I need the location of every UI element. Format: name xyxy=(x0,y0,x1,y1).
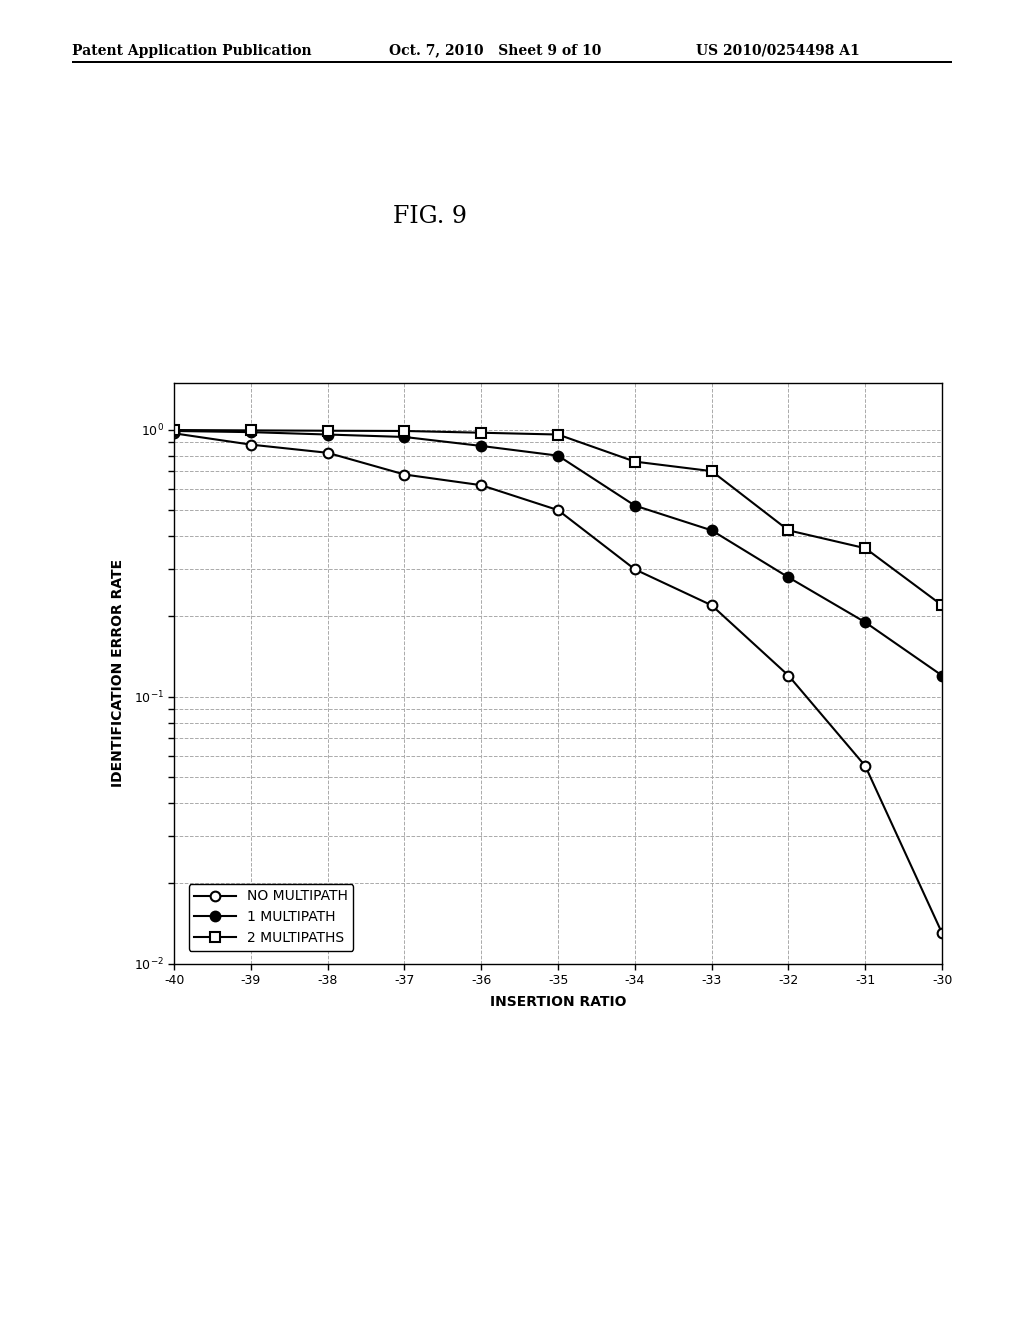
X-axis label: INSERTION RATIO: INSERTION RATIO xyxy=(489,995,627,1010)
2 MULTIPATHS xyxy=(782,523,795,539)
Text: Patent Application Publication: Patent Application Publication xyxy=(72,44,311,58)
1 MULTIPATH xyxy=(398,429,411,445)
1 MULTIPATH xyxy=(706,523,718,539)
2 MULTIPATHS xyxy=(552,426,564,442)
Line: NO MULTIPATH: NO MULTIPATH xyxy=(169,429,947,939)
1 MULTIPATH xyxy=(782,569,795,585)
1 MULTIPATH xyxy=(859,614,871,630)
NO MULTIPATH xyxy=(398,466,411,482)
1 MULTIPATH xyxy=(168,422,180,438)
Legend: NO MULTIPATH, 1 MULTIPATH, 2 MULTIPATHS: NO MULTIPATH, 1 MULTIPATH, 2 MULTIPATHS xyxy=(188,884,353,950)
2 MULTIPATHS xyxy=(245,422,257,438)
NO MULTIPATH xyxy=(706,598,718,614)
1 MULTIPATH xyxy=(475,438,487,454)
NO MULTIPATH xyxy=(859,758,871,774)
NO MULTIPATH xyxy=(629,561,641,577)
2 MULTIPATHS xyxy=(859,540,871,556)
NO MULTIPATH xyxy=(322,445,334,461)
NO MULTIPATH xyxy=(552,502,564,517)
2 MULTIPATHS xyxy=(168,422,180,438)
Y-axis label: IDENTIFICATION ERROR RATE: IDENTIFICATION ERROR RATE xyxy=(112,560,125,787)
NO MULTIPATH xyxy=(168,425,180,441)
Text: FIG. 9: FIG. 9 xyxy=(393,205,467,227)
1 MULTIPATH xyxy=(245,424,257,440)
Text: US 2010/0254498 A1: US 2010/0254498 A1 xyxy=(696,44,860,58)
NO MULTIPATH xyxy=(475,478,487,494)
2 MULTIPATHS xyxy=(706,463,718,479)
1 MULTIPATH xyxy=(936,668,948,684)
1 MULTIPATH xyxy=(629,498,641,513)
2 MULTIPATHS xyxy=(322,422,334,438)
2 MULTIPATHS xyxy=(398,422,411,438)
2 MULTIPATHS xyxy=(936,598,948,614)
1 MULTIPATH xyxy=(552,447,564,463)
NO MULTIPATH xyxy=(245,437,257,453)
NO MULTIPATH xyxy=(782,668,795,684)
Line: 2 MULTIPATHS: 2 MULTIPATHS xyxy=(169,425,947,610)
Line: 1 MULTIPATH: 1 MULTIPATH xyxy=(169,426,947,680)
Text: Oct. 7, 2010   Sheet 9 of 10: Oct. 7, 2010 Sheet 9 of 10 xyxy=(389,44,601,58)
2 MULTIPATHS xyxy=(475,425,487,441)
NO MULTIPATH xyxy=(936,925,948,941)
1 MULTIPATH xyxy=(322,426,334,442)
2 MULTIPATHS xyxy=(629,454,641,470)
